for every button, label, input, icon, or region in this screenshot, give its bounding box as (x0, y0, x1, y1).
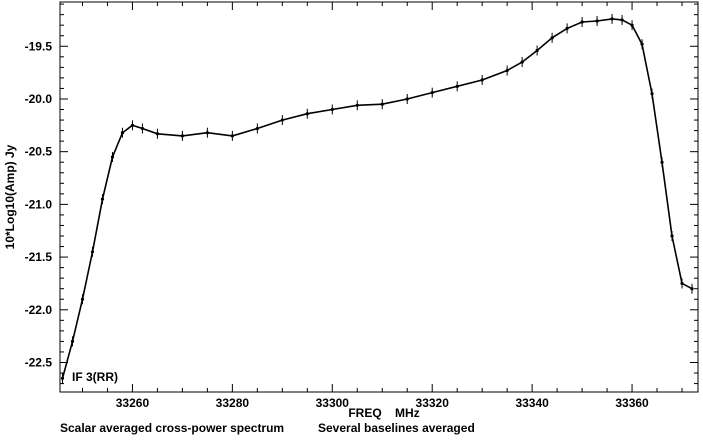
data-point (90, 250, 95, 254)
data-point (230, 134, 234, 138)
data-point (630, 23, 634, 27)
data-point (550, 36, 554, 40)
data-point (100, 197, 105, 201)
data-point (480, 78, 484, 82)
data-point (580, 20, 584, 24)
plot-frame (59, 1, 699, 393)
y-axis-label: 10*Log10(Amp) Jy (3, 144, 17, 249)
data-point (620, 18, 624, 22)
caption-right: Several baselines averaged (318, 421, 475, 435)
axis-tick-labels: 33260 33280 33300 33320 33340 33360 -19.5 -20.0… (25, 39, 649, 410)
data-point (380, 102, 384, 106)
data-point (535, 48, 539, 53)
data-point (670, 234, 674, 238)
series-group (60, 13, 694, 384)
data-point (110, 155, 115, 159)
data-point (60, 376, 65, 380)
y-tick-label: -21.5 (25, 250, 53, 264)
data-point (405, 97, 409, 101)
data-point (640, 42, 644, 46)
if-annotation: IF 3(RR) (72, 370, 118, 384)
x-tick-label: 33260 (116, 396, 150, 410)
x-axis-label: FREQ MHz (348, 406, 419, 420)
x-tick-label: 33360 (615, 396, 649, 410)
data-point (355, 103, 359, 107)
axis-ticks (60, 2, 698, 392)
y-tick-label: -19.5 (25, 39, 53, 53)
data-point (130, 123, 135, 127)
data-point (520, 60, 524, 64)
data-point (180, 134, 185, 138)
data-point (330, 107, 334, 112)
y-tick-label: -22.5 (25, 355, 53, 369)
x-tick-label: 33340 (515, 396, 549, 410)
data-point (140, 126, 145, 131)
y-tick-label: -21.0 (25, 197, 53, 211)
y-tick-label: -20.0 (25, 92, 53, 106)
data-point (255, 126, 259, 131)
y-tick-label: -20.5 (25, 145, 53, 159)
y-tick-label: -22.0 (25, 303, 53, 317)
data-point (70, 339, 75, 344)
caption-left: Scalar averaged cross-power spectrum (60, 421, 284, 435)
series-line (61, 18, 693, 379)
data-point (565, 26, 569, 30)
data-point (505, 68, 509, 73)
data-point (205, 131, 209, 135)
x-tick-label: 33320 (416, 396, 450, 410)
data-point (690, 287, 694, 291)
x-tick-label: 33280 (216, 396, 250, 410)
data-point (650, 92, 654, 96)
data-point (120, 131, 125, 135)
data-point (280, 118, 284, 122)
x-tick-label: 33300 (316, 396, 350, 410)
data-point (660, 160, 664, 164)
data-point (680, 281, 684, 286)
data-point (80, 297, 85, 301)
data-point (595, 19, 599, 23)
data-point (155, 132, 160, 136)
data-point (305, 112, 309, 116)
data-point (455, 84, 459, 88)
data-point (430, 91, 434, 95)
data-point (610, 17, 614, 21)
